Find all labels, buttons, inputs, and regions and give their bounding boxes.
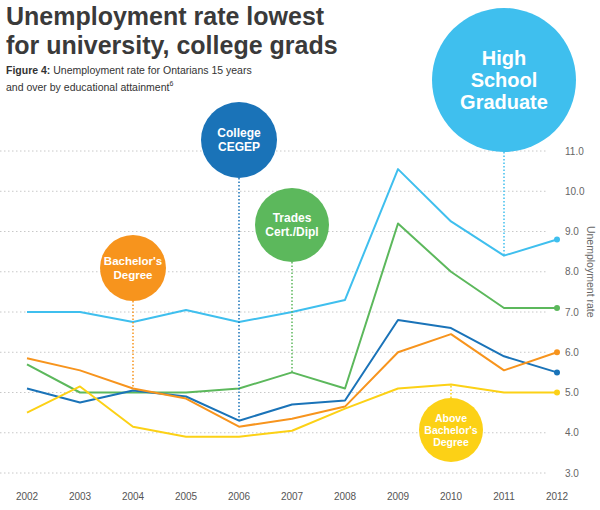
y-tick-label: 7.0 bbox=[565, 307, 579, 318]
end-marker bbox=[554, 390, 560, 396]
x-tick-label: 2003 bbox=[69, 491, 92, 502]
y-tick-label: 11.0 bbox=[565, 146, 584, 157]
callout-bubble bbox=[432, 8, 576, 152]
grid-line bbox=[0, 473, 548, 474]
x-tick-label: 2007 bbox=[281, 491, 304, 502]
y-tick-label: 10.0 bbox=[565, 186, 585, 197]
y-tick-label: 5.0 bbox=[565, 387, 579, 398]
callout-bubble bbox=[100, 235, 166, 301]
figure-label: Figure 4: bbox=[6, 64, 50, 76]
y-tick-label: 4.0 bbox=[565, 427, 579, 438]
callout-leader bbox=[291, 262, 293, 372]
series-line bbox=[27, 169, 557, 322]
x-tick-label: 2010 bbox=[440, 491, 463, 502]
legend-label: HighSchoolGraduate bbox=[460, 47, 548, 113]
x-tick-label: 2006 bbox=[228, 491, 251, 502]
x-tick-label: 2005 bbox=[175, 491, 198, 502]
plot-lines bbox=[27, 169, 560, 437]
callout-leader bbox=[503, 152, 505, 256]
y-tick-label: 3.0 bbox=[565, 468, 579, 479]
grid-line bbox=[0, 352, 548, 353]
legend-label: AboveBachelor'sDegree bbox=[424, 412, 477, 448]
x-tick-label: 2009 bbox=[387, 491, 410, 502]
x-tick-label: 2012 bbox=[546, 491, 569, 502]
callout-leader bbox=[238, 178, 240, 421]
y-tick-label: 8.0 bbox=[565, 266, 579, 277]
end-marker bbox=[554, 349, 560, 355]
callout-bubble bbox=[419, 398, 483, 462]
callout-leader bbox=[450, 384, 452, 398]
y-tick-label: 6.0 bbox=[565, 347, 579, 358]
callout-bubble bbox=[201, 102, 277, 178]
legend-label: Bachelor'sDegree bbox=[104, 255, 162, 281]
y-tick-label: 9.0 bbox=[565, 226, 579, 237]
end-marker bbox=[554, 237, 560, 243]
subtitle: Figure 4: Unemployment rate for Ontarian… bbox=[6, 64, 256, 94]
legend-label: CollegeCEGEP bbox=[217, 126, 261, 154]
x-tick-label: 2002 bbox=[16, 491, 39, 502]
title: Unemployment rate lowest for university,… bbox=[6, 2, 356, 60]
x-tick-label: 2004 bbox=[122, 491, 145, 502]
legend-label: TradesCert./Dipl bbox=[265, 211, 318, 239]
x-tick-label: 2011 bbox=[493, 491, 515, 502]
end-marker bbox=[554, 305, 560, 311]
callout-leader bbox=[132, 301, 134, 388]
x-tick-label: 2008 bbox=[334, 491, 357, 502]
grid-line bbox=[0, 191, 548, 192]
footnote-marker: 6 bbox=[169, 80, 173, 87]
series-line bbox=[27, 384, 557, 436]
callout-bubble bbox=[255, 188, 329, 262]
chart: 3.0 4.0 5.0 6.0 7.0 8.0 9.0 10.0 11.0 Unemploymen… bbox=[0, 0, 600, 510]
end-marker bbox=[554, 369, 560, 375]
y-axis-label: Unemployment rate bbox=[585, 226, 597, 318]
grid-line bbox=[0, 271, 548, 272]
